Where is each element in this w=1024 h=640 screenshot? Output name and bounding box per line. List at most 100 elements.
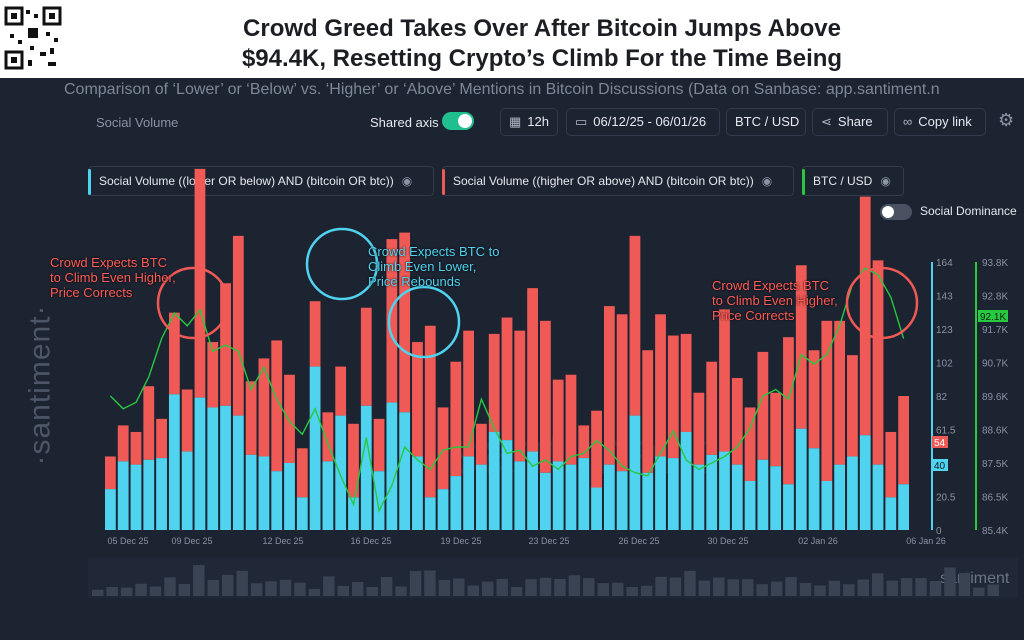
eye-icon[interactable]: ◉ — [880, 174, 891, 188]
bar-higher — [719, 309, 730, 452]
navigator-bar — [438, 579, 451, 596]
eye-icon[interactable]: ◉ — [401, 174, 413, 188]
bar-lower — [130, 464, 142, 530]
bar-lower — [808, 448, 820, 530]
navigator-bar — [568, 575, 581, 596]
bar-lower — [885, 497, 897, 530]
navigator-bar — [973, 587, 985, 596]
bar-higher — [731, 378, 743, 465]
legend-higher[interactable]: Social Volume ((higher OR above) AND (bi… — [442, 166, 794, 196]
navigator-bar — [92, 589, 104, 596]
navigator-bar — [799, 582, 812, 596]
bar-higher — [271, 340, 283, 472]
x-axis-tick: 12 Dec 25 — [262, 536, 303, 546]
right-axis-tick: 93.8K — [982, 258, 1008, 269]
navigator-bar — [250, 583, 263, 596]
annotation-3: Crowd Expects BTC to Climb Even Higher, … — [712, 278, 838, 323]
bar-higher — [156, 418, 167, 459]
gear-icon[interactable]: ⚙ — [998, 110, 1015, 130]
navigator-bar — [178, 583, 191, 596]
bar-lower — [578, 458, 590, 530]
bar-lower — [463, 456, 475, 530]
bar-higher — [309, 301, 321, 367]
bar-lower — [847, 456, 858, 530]
highlight-circle — [156, 266, 230, 340]
bar-higher — [348, 423, 359, 498]
bar-lower — [309, 366, 321, 530]
share-icon: ⋖ — [821, 114, 832, 129]
bar-lower — [859, 435, 871, 530]
bar-lower — [872, 464, 884, 530]
legend-btc[interactable]: BTC / USD ◉ — [802, 166, 904, 196]
copy-link-label: Copy link — [918, 114, 972, 129]
navigator-bar — [698, 580, 711, 596]
headline-line-1: Crowd Greed Takes Over After Bitcoin Jum… — [243, 15, 841, 42]
pair-button[interactable]: BTC / USD — [726, 108, 806, 136]
share-label: Share — [837, 114, 873, 129]
bar-lower — [322, 461, 334, 530]
bar-lower — [207, 407, 219, 530]
calendar-icon: ▭ — [575, 114, 588, 129]
bar-higher — [463, 330, 475, 457]
navigator-bar — [106, 587, 118, 596]
bar-higher — [450, 361, 462, 477]
navigator-bar — [684, 570, 696, 596]
left-axis-tick: 102 — [936, 359, 953, 370]
bar-lower — [821, 480, 833, 530]
navigator-bar — [713, 577, 725, 596]
bar-higher — [744, 407, 756, 481]
share-button[interactable]: ⋖ Share — [812, 108, 888, 136]
bar-higher — [373, 418, 385, 472]
navigator-bar — [366, 586, 378, 596]
navigator-bar — [496, 578, 508, 596]
bar-higher — [514, 330, 526, 462]
bar-higher — [629, 235, 641, 416]
legend-higher-label: Social Volume ((higher OR above) AND (bi… — [453, 174, 754, 188]
qr-code — [4, 4, 62, 72]
social-dominance-toggle[interactable] — [880, 204, 912, 220]
bar-higher — [655, 314, 666, 457]
legend-btc-label: BTC / USD — [813, 174, 873, 188]
navigator-bar — [380, 576, 393, 596]
navigator-bar — [915, 578, 927, 596]
navigator-bar — [135, 583, 147, 596]
bar-higher — [501, 317, 513, 441]
bar-higher — [539, 320, 551, 473]
navigator-bar — [785, 577, 797, 596]
bar-lower — [284, 463, 295, 530]
bar-higher — [642, 350, 654, 473]
navigator-bar — [770, 581, 783, 596]
bar-higher — [284, 374, 295, 463]
bar-lower — [667, 458, 679, 530]
bar-higher — [424, 325, 436, 498]
x-axis-tick: 02 Jan 26 — [798, 536, 838, 546]
metric-label[interactable]: Social Volume — [96, 115, 179, 130]
right-axis-tick: 88.6K — [982, 426, 1008, 437]
bar-lower — [245, 454, 257, 530]
legend-lower[interactable]: Social Volume ((lower OR below) AND (bit… — [88, 166, 434, 196]
bar-higher — [335, 366, 347, 416]
bar-lower — [552, 461, 564, 530]
bar-lower — [501, 440, 513, 530]
bar-lower — [834, 464, 846, 530]
shared-axis-toggle[interactable] — [442, 112, 474, 130]
eye-icon[interactable]: ◉ — [761, 174, 773, 188]
bar-lower — [783, 484, 794, 530]
bar-lower — [603, 464, 615, 530]
interval-button[interactable]: ▦ 12h — [500, 108, 558, 136]
bar-higher — [603, 306, 615, 465]
navigator-bar — [640, 585, 653, 596]
bar-higher — [360, 307, 372, 406]
annotation-2: Crowd Expects BTC to Climb Even Lower, P… — [368, 244, 500, 289]
right-axis-tick: 87.5K — [982, 459, 1008, 470]
bar-lower — [655, 456, 666, 530]
date-range-button[interactable]: ▭ 06/12/25 - 06/01/26 — [566, 108, 720, 136]
bar-lower — [194, 397, 206, 530]
x-axis-tick: 26 Dec 25 — [618, 536, 659, 546]
legend-higher-swatch — [442, 169, 445, 195]
navigator-bar — [944, 567, 956, 596]
navigator-bar — [669, 577, 682, 596]
copy-link-button[interactable]: ∞ Copy link — [894, 108, 986, 136]
legend-lower-swatch — [88, 169, 91, 195]
bar-lower — [386, 402, 398, 530]
